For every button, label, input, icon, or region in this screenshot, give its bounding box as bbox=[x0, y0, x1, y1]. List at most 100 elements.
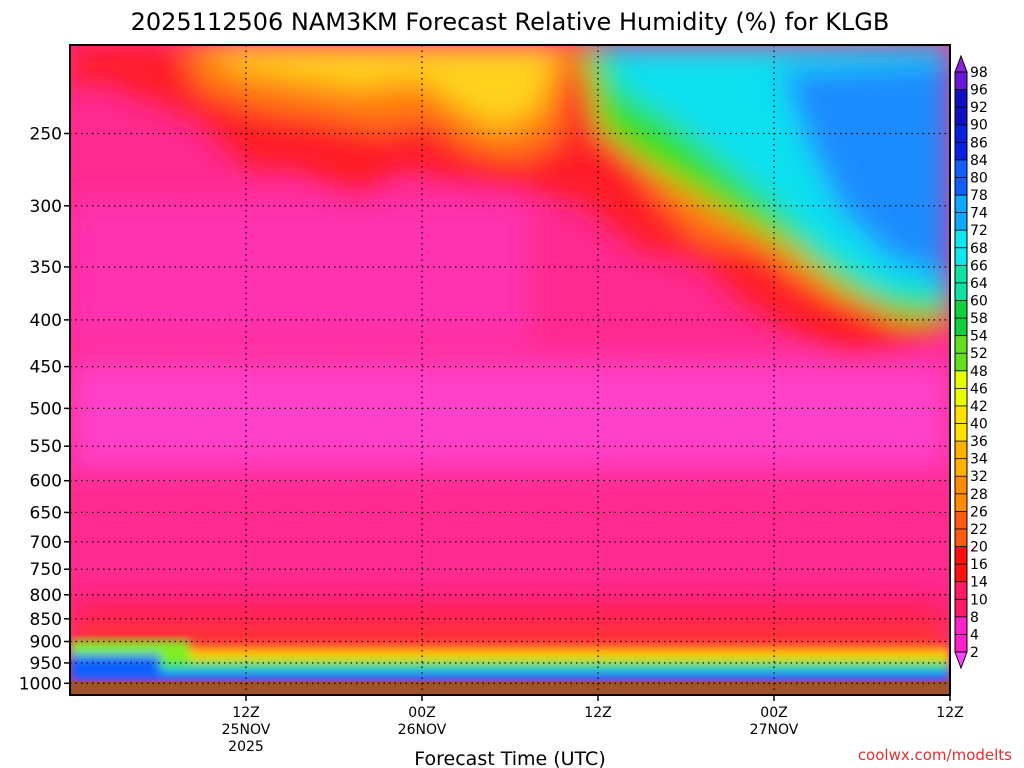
colorbar-segment bbox=[955, 265, 967, 284]
colorbar-tick-label: 78 bbox=[970, 188, 988, 204]
y-tick-label: 500 bbox=[30, 399, 62, 419]
y-tick-label: 450 bbox=[30, 358, 62, 378]
colorbar-tick-label: 34 bbox=[970, 452, 988, 468]
ground-surface bbox=[70, 681, 950, 695]
colorbar-tick-label: 42 bbox=[970, 399, 988, 415]
colorbar-segment bbox=[955, 142, 967, 161]
x-tick-label: 27NOV bbox=[750, 722, 799, 738]
colorbar-tick-label: 48 bbox=[970, 364, 988, 380]
x-tick-label: 25NOV bbox=[222, 722, 271, 738]
colorbar-segment bbox=[955, 72, 967, 91]
sfc-blue-left bbox=[70, 655, 160, 675]
colorbar-tick-label: 74 bbox=[970, 206, 988, 222]
colorbar-tick-label: 2 bbox=[970, 645, 979, 661]
colorbar-segment bbox=[955, 546, 967, 565]
colorbar-tick-label: 58 bbox=[970, 311, 988, 327]
plot-frame bbox=[69, 44, 951, 696]
colorbar-tick-label: 20 bbox=[970, 540, 988, 556]
colorbar-tick-label: 36 bbox=[970, 434, 988, 450]
x-axis-label: Forecast Time (UTC) bbox=[414, 748, 605, 768]
colorbar-segment bbox=[955, 511, 967, 530]
colorbar-tick-label: 60 bbox=[970, 293, 988, 309]
colorbar-segment bbox=[955, 458, 967, 477]
colorbar-tick-label: 98 bbox=[970, 65, 988, 81]
colorbar-tick-label: 16 bbox=[970, 557, 988, 573]
x-tick-label: 2025 bbox=[228, 739, 264, 755]
humidity-field bbox=[70, 45, 950, 655]
x-tick-label: 00Z bbox=[760, 705, 787, 721]
y-tick-label: 650 bbox=[30, 503, 62, 523]
colorbar-tick-label: 4 bbox=[970, 627, 979, 643]
gridlines bbox=[70, 45, 950, 695]
y-tick-label: 800 bbox=[30, 586, 62, 606]
y-tick-label: 950 bbox=[30, 654, 62, 674]
y-tick-label: 300 bbox=[30, 197, 62, 217]
colorbar-segment bbox=[955, 335, 967, 354]
colorbar-tick-label: 72 bbox=[970, 223, 988, 239]
colorbar-segment bbox=[955, 89, 967, 108]
y-tick-label: 750 bbox=[30, 560, 62, 580]
colorbar-segment bbox=[955, 300, 967, 319]
colorbar-tick-label: 28 bbox=[970, 487, 988, 503]
colorbar-segment bbox=[955, 230, 967, 249]
colorbar-segment bbox=[955, 370, 967, 389]
y-tick-label: 850 bbox=[30, 610, 62, 630]
colorbar-tick-label: 90 bbox=[970, 118, 988, 134]
colorbar-tick-label: 8 bbox=[970, 610, 979, 626]
y-tick-label: 550 bbox=[30, 437, 62, 457]
colorbar-segment bbox=[955, 388, 967, 407]
colorbar-segment bbox=[955, 195, 967, 214]
y-tick-label: 700 bbox=[30, 533, 62, 553]
x-tick-label: 12Z bbox=[584, 705, 611, 721]
colorbar-segment bbox=[955, 476, 967, 495]
colorbar-segment bbox=[955, 282, 967, 301]
colorbar-tick-label: 22 bbox=[970, 522, 988, 538]
colorbar-max-arrow bbox=[954, 54, 968, 73]
colorbar-tick-label: 32 bbox=[970, 469, 988, 485]
colorbar-segment bbox=[955, 564, 967, 583]
credit-text: coolwx.com/modelts bbox=[858, 746, 1012, 764]
colorbar-tick-label: 40 bbox=[970, 417, 988, 433]
y-tick-label: 350 bbox=[30, 258, 62, 278]
colorbar-tick-label: 52 bbox=[970, 346, 988, 362]
colorbar-segment bbox=[955, 247, 967, 266]
y-tick-label: 1000 bbox=[19, 674, 62, 694]
colorbar-min-arrow bbox=[954, 651, 968, 670]
y-axis: 2503003504004505005506006507007508008509… bbox=[19, 124, 70, 694]
field-mid-magenta bbox=[70, 360, 950, 470]
colorbar-segment bbox=[955, 107, 967, 126]
colorbar-segment bbox=[955, 212, 967, 231]
colorbar-segment bbox=[955, 159, 967, 178]
colorbar-tick-label: 92 bbox=[970, 100, 988, 116]
colorbar-tick-label: 64 bbox=[970, 276, 988, 292]
colorbar-tick-label: 96 bbox=[970, 83, 988, 99]
surface-layer bbox=[70, 640, 950, 682]
colorbar-tick-label: 10 bbox=[970, 592, 988, 608]
y-tick-label: 400 bbox=[30, 311, 62, 331]
colorbar-tick-label: 86 bbox=[970, 135, 988, 151]
colorbar-tick-label: 68 bbox=[970, 241, 988, 257]
x-tick-label: 26NOV bbox=[398, 722, 447, 738]
colorbar-tick-label: 14 bbox=[970, 575, 988, 591]
colorbar-tick-label: 84 bbox=[970, 153, 988, 169]
colorbar-segment bbox=[955, 493, 967, 512]
colorbar-segment bbox=[955, 441, 967, 460]
colorbar-segment bbox=[955, 599, 967, 618]
colorbar-tick-label: 26 bbox=[970, 504, 988, 520]
colorbar-tick-label: 54 bbox=[970, 329, 988, 345]
sfc-green bbox=[70, 660, 950, 670]
x-tick-label: 00Z bbox=[408, 705, 435, 721]
colorbar-segment bbox=[955, 528, 967, 548]
chart-title: 2025112506 NAM3KM Forecast Relative Humi… bbox=[131, 8, 890, 36]
colorbar-segment bbox=[955, 177, 967, 196]
y-tick-label: 600 bbox=[30, 472, 62, 492]
plot-area bbox=[70, 45, 950, 695]
y-tick-label: 900 bbox=[30, 632, 62, 652]
colorbar-segment bbox=[955, 616, 967, 635]
colorbar-segment bbox=[955, 405, 967, 425]
x-tick-label: 12Z bbox=[936, 705, 963, 721]
field-upper-blue bbox=[780, 60, 950, 280]
